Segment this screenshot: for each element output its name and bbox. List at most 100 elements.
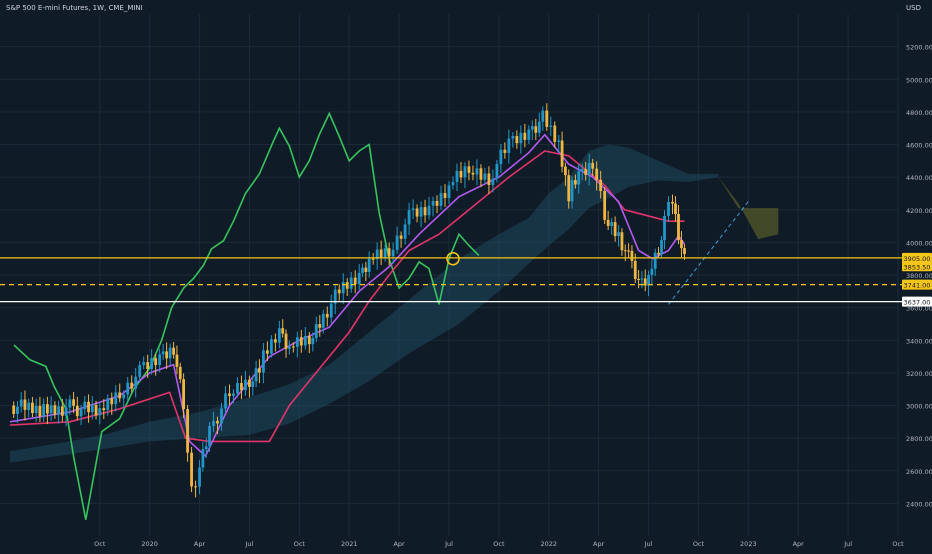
candle-body: [660, 240, 663, 255]
candle-body: [201, 449, 205, 468]
candle-body: [451, 182, 455, 186]
candle-body: [161, 351, 165, 355]
candle-body: [150, 358, 154, 369]
candle-body: [186, 409, 189, 453]
candle-body: [57, 406, 61, 415]
candle-body: [16, 406, 19, 414]
candle-body: [364, 267, 368, 272]
candle-body: [519, 132, 523, 144]
candle-body: [287, 346, 291, 349]
candle-body: [337, 289, 341, 294]
candle-body: [49, 405, 53, 414]
x-tick-label: 2023: [740, 540, 757, 548]
candle-body: [657, 252, 660, 255]
candle-body: [357, 273, 361, 285]
candle-body: [168, 347, 172, 359]
candle-body: [142, 362, 146, 366]
currency-label: USD: [906, 4, 921, 12]
candle-body: [677, 213, 680, 241]
candle-body: [391, 249, 395, 257]
candle-body: [671, 201, 674, 204]
candle-body: [371, 258, 375, 260]
candle-body: [182, 379, 185, 410]
candle-body: [106, 398, 110, 411]
candle-body: [154, 358, 158, 366]
candle-body: [165, 351, 169, 359]
candle-body: [455, 170, 459, 183]
highlight-circle: [446, 251, 460, 266]
candle-body: [258, 368, 261, 373]
candle-body: [311, 338, 315, 345]
y-tick-label: 3200.00: [906, 370, 932, 378]
candle-body: [329, 303, 333, 318]
future-cloud: [718, 177, 779, 240]
candle-body: [674, 203, 677, 214]
candle-body: [591, 162, 595, 169]
candle-body: [567, 175, 571, 202]
x-tick-label: 2020: [141, 540, 158, 548]
candle-body: [587, 162, 591, 175]
candle-body: [194, 486, 197, 488]
ichimoku-cloud: [10, 144, 719, 463]
candle-body: [379, 249, 383, 258]
candle-body: [325, 313, 329, 318]
candle-body: [314, 324, 318, 339]
candle-body: [515, 136, 519, 144]
candle-body: [491, 178, 495, 185]
y-tick-label: 5000.00: [906, 76, 932, 84]
candle-body: [630, 250, 634, 261]
chart-title: S&P 500 E-mini Futures, 1W, CME_MINI: [6, 4, 143, 12]
y-tick-label: 2400.00: [906, 500, 932, 508]
candle-body: [341, 282, 345, 294]
candle-body: [467, 166, 471, 173]
x-tick-label: Jul: [245, 540, 254, 548]
candle-body: [395, 235, 399, 250]
candle-body: [570, 180, 574, 202]
candle-body: [281, 328, 285, 334]
candle-body: [27, 402, 31, 410]
candle-body: [367, 258, 371, 272]
candle-body: [295, 337, 299, 347]
candle-body: [236, 382, 239, 394]
x-tick-label: Oct: [693, 540, 705, 548]
candle-body: [459, 170, 463, 178]
candle-body: [353, 277, 357, 285]
candle-body: [68, 399, 72, 408]
candle-body: [190, 452, 193, 487]
y-tick-label: 3600.00: [906, 305, 932, 313]
candle-body: [595, 168, 599, 180]
x-tick-label: Apr: [194, 540, 206, 548]
candle-body: [251, 381, 255, 387]
candle-body: [411, 208, 415, 211]
candle-body: [577, 171, 581, 185]
candle-body: [606, 219, 610, 226]
candle-body: [232, 393, 235, 397]
candle-body: [613, 222, 617, 237]
candle-body: [244, 379, 247, 391]
candle-body: [650, 268, 654, 275]
candle-body: [483, 173, 487, 180]
candle-body: [248, 379, 251, 387]
y-tick-label: 4000.00: [906, 239, 932, 247]
candle-body: [118, 392, 122, 399]
trendline: [668, 201, 749, 305]
candle-body: [557, 140, 561, 142]
candle-body: [553, 125, 557, 142]
candle-body: [647, 275, 650, 286]
candle-body: [463, 166, 467, 178]
candle-body: [240, 382, 243, 391]
x-tick-label: Jul: [644, 540, 653, 548]
candle-body: [299, 337, 303, 346]
candle-body: [564, 166, 567, 176]
candle-body: [511, 136, 515, 139]
candle-body: [216, 420, 219, 424]
candle-body: [90, 404, 94, 413]
candle-body: [599, 179, 603, 192]
candle-body: [19, 399, 23, 407]
candle-body: [178, 366, 182, 380]
x-tick-label: Oct: [892, 540, 904, 548]
candle-body: [79, 408, 83, 417]
candle-body: [403, 224, 407, 239]
